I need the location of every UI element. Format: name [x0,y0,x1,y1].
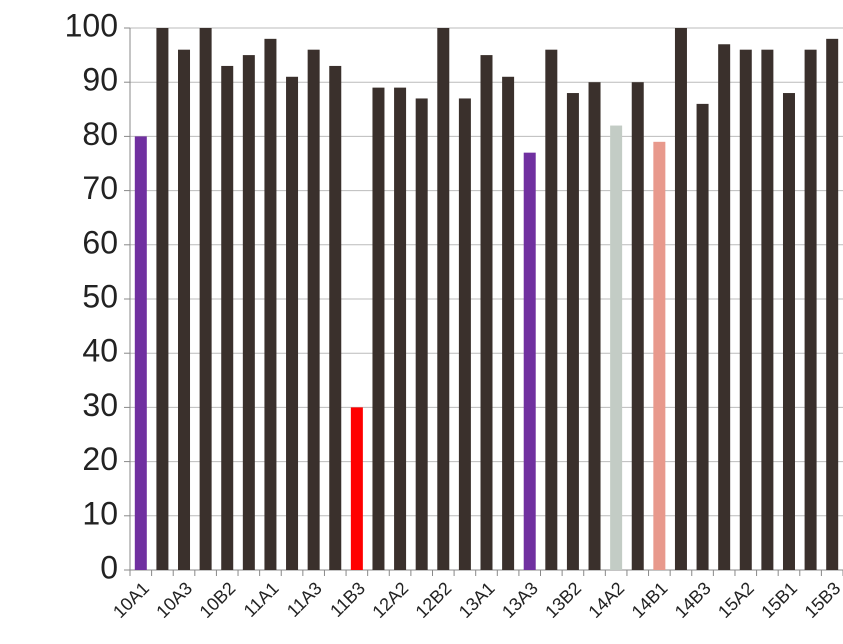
x-tick-label: 12B2 [412,578,456,622]
y-tick-label: 20 [82,441,118,477]
bar [718,44,731,570]
x-tick-label: 15B3 [801,578,843,622]
bar [523,152,536,570]
bar [307,49,320,571]
y-tick-label: 60 [82,224,118,260]
bar [134,136,147,570]
x-tick-label: 13B2 [541,578,585,622]
bar [826,38,839,570]
x-tick-label: 12A2 [368,578,412,622]
bar [804,49,817,571]
x-tick-label: 11A3 [283,578,326,621]
bar [610,125,623,570]
bar [264,38,277,570]
x-tick-label: 11B3 [326,578,369,621]
y-tick-label: 70 [82,170,118,206]
y-tick-label: 30 [82,387,118,423]
bar [372,87,385,571]
bar [156,28,169,570]
x-tick-label: 13A1 [455,578,499,622]
bar [329,65,342,570]
x-tick-label: 15A2 [714,578,758,622]
bar [350,407,363,570]
bar [286,76,299,570]
y-tick-label: 40 [82,333,118,369]
bar [415,98,428,571]
bar [199,28,212,570]
x-tick-label: 14A2 [584,578,628,622]
bar [545,49,558,571]
bar [242,55,255,571]
x-tick-label: 11A1 [240,578,283,621]
bar [588,82,601,570]
x-tick-label: 15B1 [757,578,801,622]
bar [502,76,515,570]
bar [178,49,191,571]
y-tick-label: 90 [82,62,118,98]
x-tick-label: 10B2 [196,578,240,622]
bar [458,98,471,571]
bar [221,65,234,570]
bar [696,103,709,570]
x-tick-label: 13A3 [498,578,542,622]
bar [437,28,450,570]
y-tick-label: 10 [82,495,118,531]
y-tick-label: 100 [65,7,118,43]
bar [480,55,493,571]
y-tick-label: 0 [100,549,118,585]
y-tick-label: 50 [82,278,118,314]
x-tick-label: 14B1 [628,578,672,622]
x-tick-label: 10A3 [152,578,196,622]
y-tick-label: 80 [82,116,118,152]
bar [394,87,407,571]
x-tick-label: 14B3 [671,578,715,622]
bar [782,93,795,570]
bar [674,28,687,570]
bar [566,93,579,570]
bar [631,82,644,570]
bar [653,141,666,570]
bar [761,49,774,571]
bar [739,49,752,571]
